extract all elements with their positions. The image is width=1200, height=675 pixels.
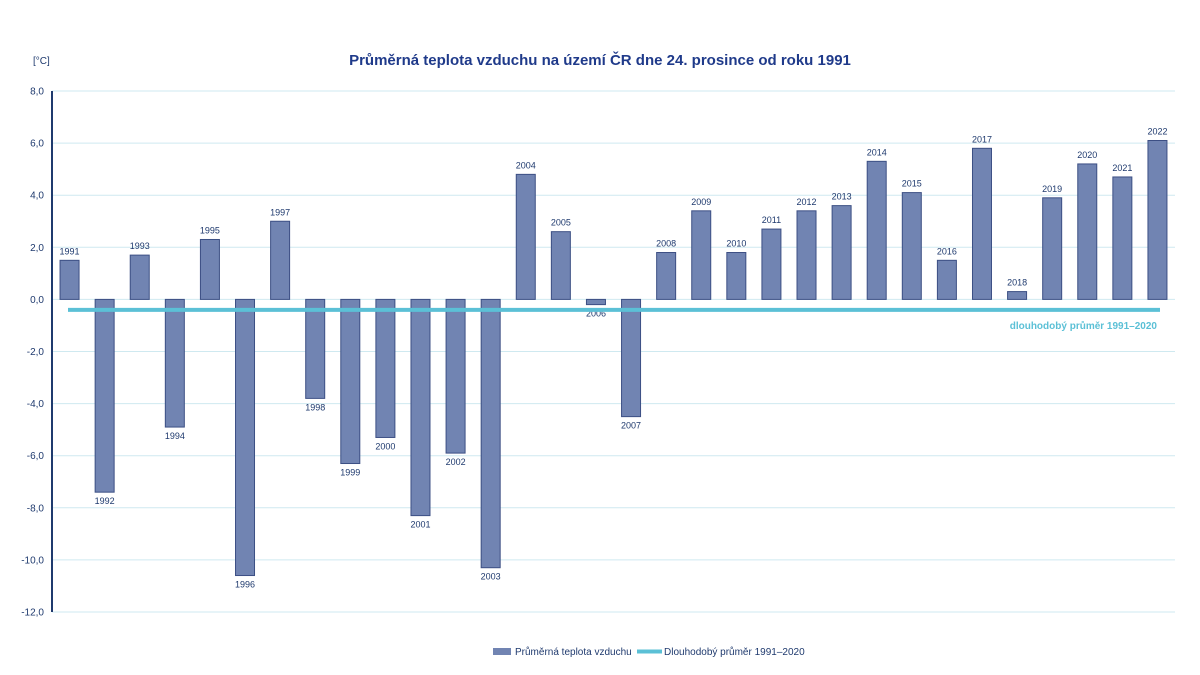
- bar-1995: [199, 238, 220, 300]
- bar-label: 1993: [130, 241, 150, 251]
- bar-1997: [270, 220, 291, 300]
- bar-2020: [1077, 163, 1098, 300]
- legend: Průměrná teplota vzduchu Dlouhodobý průmě…: [493, 646, 805, 658]
- bar-label: 2012: [797, 197, 817, 207]
- bar-label: 2000: [375, 441, 395, 451]
- bar-2018: [1007, 291, 1028, 300]
- bar-label: 1999: [340, 468, 360, 478]
- bar-2022: [1147, 139, 1168, 300]
- bar-1994: [164, 298, 185, 428]
- y-tick-label: -6,0: [27, 451, 45, 462]
- bar-2011: [761, 228, 782, 300]
- bar-2004: [515, 173, 536, 300]
- bar-2021: [1112, 176, 1133, 300]
- bar-2005: [550, 231, 571, 300]
- y-tick-label: -10,0: [21, 555, 44, 566]
- bar-label: 2007: [621, 421, 641, 431]
- bar-2017: [971, 147, 992, 300]
- bar-label: 1996: [235, 580, 255, 590]
- bar-2000: [375, 298, 396, 438]
- bar-label: 2001: [410, 520, 430, 530]
- bar-2008: [656, 252, 677, 300]
- bar-label: 2017: [972, 134, 992, 144]
- bar-label: 2018: [1007, 278, 1027, 288]
- y-tick-label: -4,0: [27, 399, 45, 410]
- y-tick-label: -2,0: [27, 347, 45, 358]
- chart-title: Průměrná teplota vzduchu na území ČR dne…: [349, 51, 851, 69]
- bar-2015: [901, 192, 922, 300]
- bar-label: 2010: [726, 239, 746, 249]
- bar-2014: [866, 160, 887, 300]
- bar-2019: [1042, 197, 1063, 300]
- y-tick-label: 6,0: [30, 139, 44, 150]
- bar-label: 2020: [1077, 150, 1097, 160]
- y-tick-label: -12,0: [21, 608, 44, 619]
- bar-label: 2022: [1147, 126, 1167, 136]
- bar-1998: [305, 298, 326, 399]
- bar-label: 2014: [867, 147, 887, 157]
- bar-label: 2011: [762, 215, 781, 225]
- bar-label: 1997: [270, 207, 290, 217]
- bar-label: 2008: [656, 239, 676, 249]
- bar-2012: [796, 210, 817, 300]
- bar-label: 2013: [832, 192, 852, 202]
- bar-label: 2006: [586, 309, 606, 319]
- bar-label: 1995: [200, 225, 220, 235]
- bar-label: 2016: [937, 246, 957, 256]
- bar-label: 1998: [305, 402, 325, 412]
- bar-2007: [621, 298, 642, 418]
- y-tick-label: 4,0: [30, 191, 44, 202]
- bar-label: 2002: [446, 457, 466, 467]
- y-tick-label: 8,0: [30, 87, 44, 98]
- bar-2010: [726, 252, 747, 300]
- bar-1996: [235, 298, 256, 577]
- legend-swatch-bars: [493, 648, 511, 655]
- bar-label: 2015: [902, 179, 922, 189]
- bar-1991: [59, 259, 80, 300]
- bar-label: 2004: [516, 160, 536, 170]
- y-tick-label: 2,0: [30, 243, 44, 254]
- y-tick-label: 0,0: [30, 295, 44, 306]
- bar-label: 2021: [1112, 163, 1132, 173]
- bar-1993: [129, 254, 150, 300]
- bar-label: 1992: [95, 496, 115, 506]
- average-line-layer: dlouhodobý průměr 1991–2020: [68, 307, 1160, 332]
- bar-label: 2009: [691, 197, 711, 207]
- bar-2001: [410, 298, 431, 517]
- legend-label-bars: Průměrná teplota vzduchu: [515, 646, 632, 658]
- legend-label-average: Dlouhodobý průměr 1991–2020: [664, 646, 805, 658]
- bar-2002: [445, 298, 466, 454]
- bar-2003: [480, 298, 501, 569]
- bar-label: 1994: [165, 431, 185, 441]
- bar-layer: 1991 1992 1993 1994 1995 1996 1997 1998 1999 2000…: [60, 126, 1168, 589]
- bar-1999: [340, 298, 361, 465]
- bar-2006: [585, 298, 606, 306]
- bar-1992: [94, 298, 115, 493]
- bar-2016: [936, 259, 957, 300]
- bar-label: 2019: [1042, 184, 1062, 194]
- bar-2009: [691, 210, 712, 300]
- y-axis: 8,0 6,0 4,0 2,0 0,0 -2,0 -4,0 -6,0 -8,0 -10,0 -12,…: [21, 87, 53, 619]
- bar-label: 1991: [60, 246, 80, 256]
- bar-label: 2005: [551, 218, 571, 228]
- bar-label: 2003: [481, 572, 501, 582]
- grid-layer: [52, 90, 1175, 613]
- average-line-label: dlouhodobý průměr 1991–2020: [1010, 320, 1158, 332]
- bar-2013: [831, 205, 852, 300]
- y-axis-unit-label: [°C]: [33, 56, 50, 67]
- y-tick-label: -8,0: [27, 503, 45, 514]
